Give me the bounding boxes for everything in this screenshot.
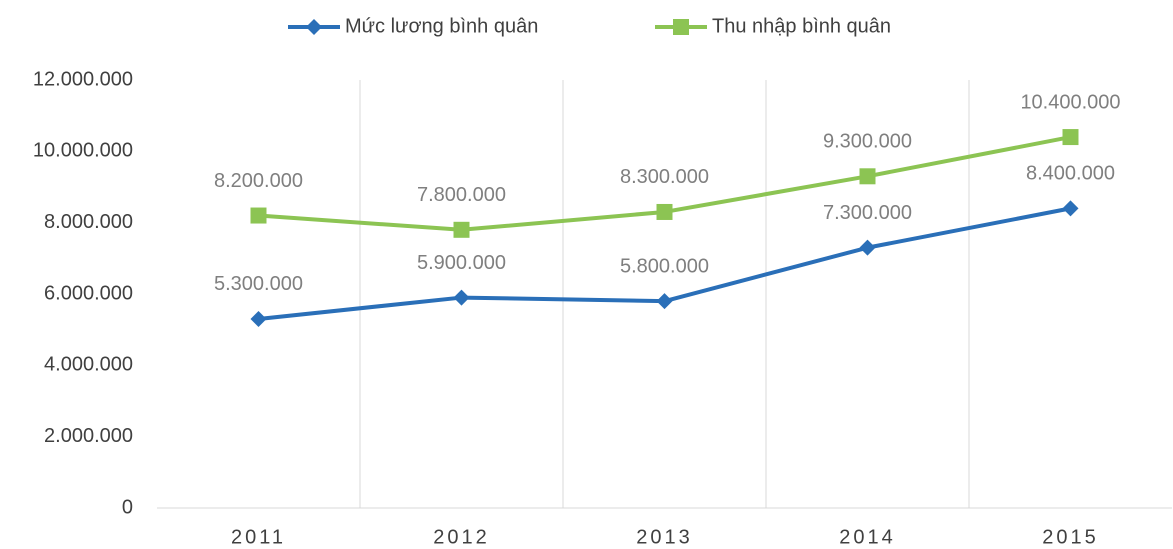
data-point <box>453 289 470 306</box>
x-tick-label: 2013 <box>636 526 693 548</box>
data-point <box>250 310 267 327</box>
data-point <box>656 203 673 220</box>
value-label: 8.300.000 <box>620 166 709 188</box>
value-label: 5.800.000 <box>620 255 709 277</box>
data-point <box>859 168 876 185</box>
value-label: 9.300.000 <box>823 131 912 153</box>
y-tick-label: 10.000.000 <box>33 140 133 162</box>
y-tick-label: 12.000.000 <box>33 68 133 90</box>
data-point <box>453 221 470 238</box>
y-tick-label: 4.000.000 <box>44 354 133 376</box>
y-tick-label: 0 <box>122 496 133 518</box>
value-label: 7.800.000 <box>417 184 506 206</box>
legend-label: Mức lương bình quân <box>345 15 538 37</box>
legend-marker <box>673 19 689 35</box>
value-label: 5.900.000 <box>417 252 506 274</box>
data-point <box>1062 200 1079 217</box>
y-tick-label: 6.000.000 <box>44 282 133 304</box>
x-tick-label: 2015 <box>1042 526 1099 548</box>
data-point <box>656 293 673 310</box>
y-tick-label: 8.000.000 <box>44 211 133 233</box>
legend-label: Thu nhập bình quân <box>712 15 891 37</box>
x-tick-label: 2011 <box>231 526 286 548</box>
x-tick-label: 2012 <box>433 526 490 548</box>
data-point <box>859 239 876 256</box>
value-label: 5.300.000 <box>214 273 303 295</box>
value-label: 10.400.000 <box>1020 91 1120 113</box>
value-label: 7.300.000 <box>823 202 912 224</box>
y-tick-label: 2.000.000 <box>44 425 133 447</box>
data-point <box>1062 129 1079 146</box>
value-label: 8.400.000 <box>1026 163 1115 185</box>
legend-marker <box>306 19 322 35</box>
value-label: 8.200.000 <box>214 170 303 192</box>
data-point <box>250 207 267 224</box>
x-tick-label: 2014 <box>839 526 896 548</box>
